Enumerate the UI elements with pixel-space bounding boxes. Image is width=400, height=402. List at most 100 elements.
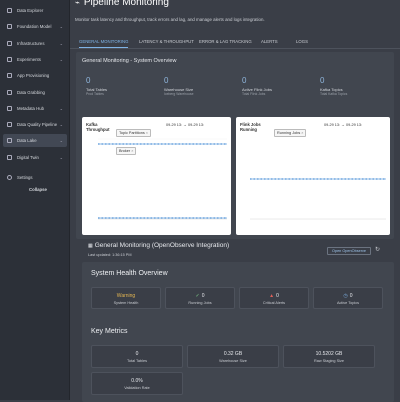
filter-chip[interactable]: Topic Partitions×	[116, 129, 151, 137]
filter-chip[interactable]: Broker×	[116, 147, 137, 155]
metric-label: Total Tables	[127, 359, 147, 363]
health-card: Warning System Health	[91, 287, 161, 309]
nav-item[interactable]: Data Lake ⌄	[3, 134, 67, 148]
health-label: System Health	[113, 301, 139, 305]
open-button[interactable]: Open OpenObserve	[327, 247, 371, 255]
page-title: ⌁ Pipeline Monitoring	[75, 0, 169, 8]
chip-remove[interactable]: ×	[301, 131, 304, 135]
nav-chevron: ⌄	[59, 138, 63, 144]
nav-item[interactable]: Foundation Model ⌄	[3, 20, 67, 33]
nav-label[interactable]: Digital Twin	[17, 154, 39, 160]
subtitle: Monitor task latency and throughput, tra…	[75, 17, 265, 22]
metric-card: 10.5202 GB Raw Staging Size	[283, 345, 375, 368]
health-value-text: 0	[349, 293, 353, 299]
metric-card: 0.0% Validation Rate	[91, 372, 183, 395]
health-panel: System Health Overview Warning System Hea…	[82, 262, 394, 402]
chip-remove[interactable]: ×	[131, 149, 134, 153]
nav-label[interactable]: Settings	[17, 175, 33, 180]
tab-divider	[70, 48, 400, 49]
flink-dates[interactable]: 09-29 13: → 09-29 13:	[324, 123, 363, 127]
openobserve-title: ▦ General Monitoring (OpenObserve Integra…	[88, 242, 230, 249]
health-value-text: 0	[201, 293, 205, 299]
nav-icon	[7, 73, 12, 79]
nav-item[interactable]: App Provisioning	[3, 69, 67, 82]
nav-item[interactable]: Data Quality Pipeline ⌄	[3, 118, 67, 131]
nav-label[interactable]: App Provisioning	[17, 73, 50, 79]
nav-item[interactable]: Infrastructures ⌄	[3, 37, 67, 50]
stat-value: 0	[164, 76, 169, 85]
flink-chart: Flink Jobs Running Running Jobs× 09-29 1…	[236, 117, 390, 235]
collapse-button[interactable]: Collapse	[29, 187, 47, 192]
date-to[interactable]: 09-29 13:	[187, 123, 205, 127]
health-label: Running Jobs	[188, 301, 212, 305]
nav-label[interactable]: Metadata Hub	[17, 105, 44, 111]
nav-label[interactable]: Data Grabbing	[17, 89, 45, 95]
nav-icon	[7, 56, 12, 62]
health-card: ◷ 0 Active Topics	[313, 287, 383, 309]
health-card: ✓ 0 Running Jobs	[165, 287, 235, 309]
stat: 0 Kafka Topics Total Kafka Topics	[320, 76, 347, 96]
metric-card: 0 Total Tables	[91, 345, 183, 368]
nav-label[interactable]: Data Explorer	[17, 8, 44, 13]
nav-chevron: ⌄	[59, 154, 63, 160]
health-value-text: Warning	[116, 293, 136, 299]
tab[interactable]: ERROR & LAG TRACKING	[199, 39, 252, 44]
nav-item[interactable]: Metadata Hub ⌄	[3, 102, 67, 115]
nav-label[interactable]: Foundation Model	[17, 24, 52, 30]
stat-sub: Prod Tables	[86, 92, 104, 96]
nav-item[interactable]: Data Grabbing	[3, 86, 67, 99]
stat-value: 0	[242, 76, 247, 85]
filter-chip[interactable]: Running Jobs×	[274, 129, 307, 137]
health-label: Critical Alerts	[262, 301, 286, 305]
nav-item[interactable]: Digital Twin ⌄	[3, 151, 67, 164]
nav-chevron: ⌄	[59, 56, 63, 62]
flink-filters[interactable]: Running Jobs×	[274, 121, 314, 139]
metrics-title: Key Metrics	[91, 328, 128, 335]
date-from[interactable]: 09-29 13:	[324, 123, 341, 127]
nav-chevron: ⌄	[59, 24, 63, 30]
health-value: ▲ 0	[240, 293, 308, 299]
nav-icon	[7, 8, 12, 13]
date-from[interactable]: 09-29 13:	[166, 123, 183, 127]
tab[interactable]: GENERAL MONITORING	[79, 36, 129, 48]
last-updated: Last updated: 1:36:15 PM	[88, 253, 132, 257]
metric-value: 0	[135, 351, 139, 357]
date-to[interactable]: 09-29 13:	[345, 123, 363, 127]
nav-icon	[7, 105, 12, 111]
tab[interactable]: LATENCY & THROUGHPUT	[139, 39, 194, 44]
stat-value: 0	[86, 76, 91, 85]
nav-icon	[7, 40, 12, 46]
nav-label[interactable]: Experiments	[17, 56, 41, 62]
kafka-chart: Kafka Throughput Topic Partitions×Broker…	[82, 117, 231, 235]
nav-item[interactable]: Data Explorer	[3, 4, 67, 17]
refresh-icon[interactable]: ↻	[375, 247, 381, 253]
sidebar: Data Explorer Foundation Model ⌄ Infrastruc…	[0, 0, 70, 400]
health-value: ◷ 0	[314, 293, 382, 299]
kafka-filters[interactable]: Topic Partitions×Broker×	[116, 121, 156, 157]
nav-label[interactable]: Data Quality Pipeline	[17, 122, 58, 128]
nav-label[interactable]: Infrastructures	[17, 40, 45, 46]
nav-chevron: ⌄	[59, 122, 63, 128]
title-text: Pipeline Monitoring	[83, 0, 169, 8]
stat-sub: Iceberg Warehouse	[164, 92, 194, 96]
chip-label[interactable]: Broker	[119, 149, 131, 153]
stat-label: Total Tables	[86, 87, 108, 92]
nav-item[interactable]: Experiments ⌄	[3, 53, 67, 66]
overview-panel: General Monitoring - System Overview 0 To…	[76, 52, 394, 239]
stat-sub: Total Kafka Topics	[320, 92, 348, 96]
metric-value: 10.5202 GB	[315, 351, 343, 357]
chip-remove[interactable]: ×	[145, 131, 148, 135]
tab[interactable]: LOGS	[296, 39, 308, 44]
chip-label[interactable]: Topic Partitions	[119, 131, 145, 135]
tab[interactable]: ALERTS	[261, 39, 278, 44]
nav-label[interactable]: Data Lake	[17, 138, 37, 144]
nav-item[interactable]: Settings	[3, 171, 67, 184]
stat: 0 Total Tables Prod Tables	[86, 76, 107, 96]
flink-title: Flink Jobs Running	[240, 122, 261, 132]
nav-icon	[7, 24, 12, 30]
chip-label[interactable]: Running Jobs	[277, 131, 301, 135]
metric-value: 0.0%	[131, 378, 143, 384]
nav-chevron: ⌄	[59, 105, 63, 111]
health-card: ▲ 0 Critical Alerts	[239, 287, 309, 309]
kafka-dates[interactable]: 09-29 13: → 09-29 13:	[166, 123, 205, 127]
